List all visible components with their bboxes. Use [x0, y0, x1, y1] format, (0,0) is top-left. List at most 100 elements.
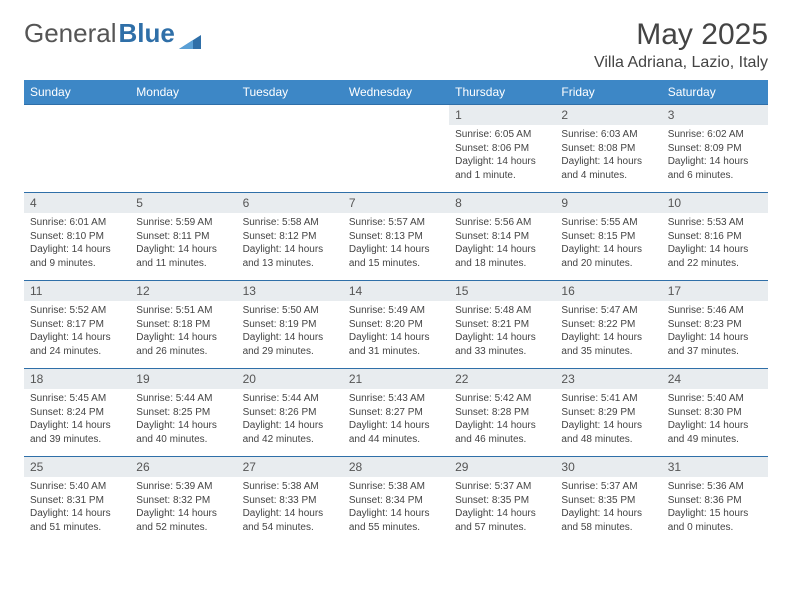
- day-line: Daylight: 14 hours and 40 minutes.: [136, 419, 230, 446]
- day-line: Daylight: 14 hours and 39 minutes.: [30, 419, 124, 446]
- day-content: Sunrise: 5:43 AMSunset: 8:27 PMDaylight:…: [343, 389, 449, 450]
- calendar-cell: 3Sunrise: 6:02 AMSunset: 8:09 PMDaylight…: [662, 105, 768, 193]
- day-content: Sunrise: 6:01 AMSunset: 8:10 PMDaylight:…: [24, 213, 130, 274]
- calendar-cell: 18Sunrise: 5:45 AMSunset: 8:24 PMDayligh…: [24, 369, 130, 457]
- day-line: Sunset: 8:32 PM: [136, 494, 230, 508]
- calendar-week-row: 18Sunrise: 5:45 AMSunset: 8:24 PMDayligh…: [24, 369, 768, 457]
- day-line: Sunset: 8:21 PM: [455, 318, 549, 332]
- day-line: Daylight: 14 hours and 11 minutes.: [136, 243, 230, 270]
- day-line: Daylight: 14 hours and 51 minutes.: [30, 507, 124, 534]
- day-number: 12: [130, 281, 236, 301]
- day-content: Sunrise: 5:59 AMSunset: 8:11 PMDaylight:…: [130, 213, 236, 274]
- day-line: Sunset: 8:08 PM: [561, 142, 655, 156]
- day-line: Daylight: 14 hours and 52 minutes.: [136, 507, 230, 534]
- day-number: 2: [555, 105, 661, 125]
- day-content: Sunrise: 5:47 AMSunset: 8:22 PMDaylight:…: [555, 301, 661, 362]
- calendar-cell: [130, 105, 236, 193]
- day-number: 19: [130, 369, 236, 389]
- brand-part1: General: [24, 18, 117, 49]
- calendar-cell: 12Sunrise: 5:51 AMSunset: 8:18 PMDayligh…: [130, 281, 236, 369]
- day-line: Daylight: 14 hours and 57 minutes.: [455, 507, 549, 534]
- day-line: Daylight: 14 hours and 20 minutes.: [561, 243, 655, 270]
- day-number: 17: [662, 281, 768, 301]
- day-content: Sunrise: 5:49 AMSunset: 8:20 PMDaylight:…: [343, 301, 449, 362]
- calendar-cell: 16Sunrise: 5:47 AMSunset: 8:22 PMDayligh…: [555, 281, 661, 369]
- day-line: Sunrise: 5:55 AM: [561, 216, 655, 230]
- day-line: Sunrise: 5:49 AM: [349, 304, 443, 318]
- calendar-cell: 11Sunrise: 5:52 AMSunset: 8:17 PMDayligh…: [24, 281, 130, 369]
- day-line: Sunset: 8:06 PM: [455, 142, 549, 156]
- day-line: Daylight: 14 hours and 15 minutes.: [349, 243, 443, 270]
- day-line: Daylight: 14 hours and 29 minutes.: [243, 331, 337, 358]
- day-number: 10: [662, 193, 768, 213]
- day-line: Sunrise: 6:01 AM: [30, 216, 124, 230]
- calendar-cell: 2Sunrise: 6:03 AMSunset: 8:08 PMDaylight…: [555, 105, 661, 193]
- day-line: Daylight: 14 hours and 26 minutes.: [136, 331, 230, 358]
- day-content: [24, 111, 130, 118]
- day-line: Sunset: 8:27 PM: [349, 406, 443, 420]
- day-line: Daylight: 14 hours and 35 minutes.: [561, 331, 655, 358]
- col-thursday: Thursday: [449, 80, 555, 105]
- day-line: Daylight: 14 hours and 33 minutes.: [455, 331, 549, 358]
- day-line: Daylight: 14 hours and 9 minutes.: [30, 243, 124, 270]
- day-line: Daylight: 14 hours and 55 minutes.: [349, 507, 443, 534]
- day-number: 30: [555, 457, 661, 477]
- day-line: Sunrise: 5:37 AM: [455, 480, 549, 494]
- day-line: Daylight: 15 hours and 0 minutes.: [668, 507, 762, 534]
- calendar-week-row: 1Sunrise: 6:05 AMSunset: 8:06 PMDaylight…: [24, 105, 768, 193]
- day-line: Sunset: 8:20 PM: [349, 318, 443, 332]
- calendar-week-row: 25Sunrise: 5:40 AMSunset: 8:31 PMDayligh…: [24, 457, 768, 545]
- day-content: [343, 111, 449, 118]
- day-line: Sunrise: 5:42 AM: [455, 392, 549, 406]
- day-line: Sunset: 8:13 PM: [349, 230, 443, 244]
- day-number: 8: [449, 193, 555, 213]
- day-line: Sunrise: 6:05 AM: [455, 128, 549, 142]
- day-line: Sunrise: 5:40 AM: [30, 480, 124, 494]
- day-line: Sunrise: 5:40 AM: [668, 392, 762, 406]
- day-line: Sunset: 8:26 PM: [243, 406, 337, 420]
- day-line: Sunrise: 5:44 AM: [136, 392, 230, 406]
- calendar-cell: 23Sunrise: 5:41 AMSunset: 8:29 PMDayligh…: [555, 369, 661, 457]
- day-line: Sunset: 8:17 PM: [30, 318, 124, 332]
- day-content: Sunrise: 5:37 AMSunset: 8:35 PMDaylight:…: [555, 477, 661, 538]
- day-line: Sunrise: 5:53 AM: [668, 216, 762, 230]
- day-number: 14: [343, 281, 449, 301]
- calendar-cell: 26Sunrise: 5:39 AMSunset: 8:32 PMDayligh…: [130, 457, 236, 545]
- day-line: Sunrise: 5:36 AM: [668, 480, 762, 494]
- calendar-cell: 25Sunrise: 5:40 AMSunset: 8:31 PMDayligh…: [24, 457, 130, 545]
- day-number: 3: [662, 105, 768, 125]
- day-line: Sunrise: 5:38 AM: [349, 480, 443, 494]
- day-content: Sunrise: 5:51 AMSunset: 8:18 PMDaylight:…: [130, 301, 236, 362]
- day-content: [130, 111, 236, 118]
- day-number: 5: [130, 193, 236, 213]
- day-line: Sunset: 8:14 PM: [455, 230, 549, 244]
- day-content: Sunrise: 5:44 AMSunset: 8:26 PMDaylight:…: [237, 389, 343, 450]
- day-content: Sunrise: 5:39 AMSunset: 8:32 PMDaylight:…: [130, 477, 236, 538]
- day-content: Sunrise: 5:53 AMSunset: 8:16 PMDaylight:…: [662, 213, 768, 274]
- day-content: Sunrise: 6:02 AMSunset: 8:09 PMDaylight:…: [662, 125, 768, 186]
- day-content: Sunrise: 5:37 AMSunset: 8:35 PMDaylight:…: [449, 477, 555, 538]
- day-line: Daylight: 14 hours and 4 minutes.: [561, 155, 655, 182]
- calendar-cell: 31Sunrise: 5:36 AMSunset: 8:36 PMDayligh…: [662, 457, 768, 545]
- location-label: Villa Adriana, Lazio, Italy: [594, 54, 768, 72]
- day-header-row: Sunday Monday Tuesday Wednesday Thursday…: [24, 80, 768, 105]
- day-line: Sunrise: 5:50 AM: [243, 304, 337, 318]
- day-line: Daylight: 14 hours and 54 minutes.: [243, 507, 337, 534]
- day-content: [237, 111, 343, 118]
- month-title: May 2025: [594, 18, 768, 52]
- calendar-cell: [24, 105, 130, 193]
- col-saturday: Saturday: [662, 80, 768, 105]
- day-content: Sunrise: 5:36 AMSunset: 8:36 PMDaylight:…: [662, 477, 768, 538]
- day-number: 4: [24, 193, 130, 213]
- calendar-table: Sunday Monday Tuesday Wednesday Thursday…: [24, 80, 768, 545]
- triangle-icon: [179, 25, 201, 43]
- calendar-cell: 17Sunrise: 5:46 AMSunset: 8:23 PMDayligh…: [662, 281, 768, 369]
- day-content: Sunrise: 5:48 AMSunset: 8:21 PMDaylight:…: [449, 301, 555, 362]
- header: GeneralBlue May 2025 Villa Adriana, Lazi…: [24, 18, 768, 72]
- calendar-week-row: 11Sunrise: 5:52 AMSunset: 8:17 PMDayligh…: [24, 281, 768, 369]
- day-line: Sunset: 8:35 PM: [561, 494, 655, 508]
- day-content: Sunrise: 5:50 AMSunset: 8:19 PMDaylight:…: [237, 301, 343, 362]
- calendar-cell: [237, 105, 343, 193]
- day-number: 9: [555, 193, 661, 213]
- day-line: Sunset: 8:11 PM: [136, 230, 230, 244]
